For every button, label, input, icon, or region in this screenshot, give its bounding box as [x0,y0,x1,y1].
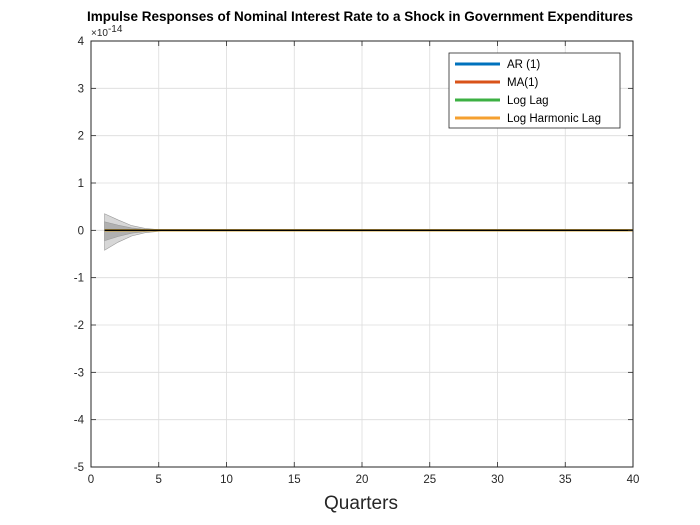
chart-title: Impulse Responses of Nominal Interest Ra… [87,9,633,24]
y-tick-label: -1 [74,273,84,285]
legend-items: AR (1) MA(1) Log Lag Log Harmonic Lag [455,59,601,125]
x-tick-label: 20 [356,474,369,486]
y-tick-label: 1 [78,178,84,190]
x-tick-label: 25 [423,474,436,486]
y-tick-label: -2 [74,320,84,332]
axis-ticks: 0 5 10 15 20 25 30 35 40 -5 -4 -3 -2 -1 0 1 2 3 4 [74,36,640,486]
legend-label: Log Harmonic Lag [507,113,601,125]
y-tick-label: -3 [74,367,84,379]
legend: AR (1) MA(1) Log Lag Log Harmonic Lag [448,52,621,129]
legend-label: AR (1) [507,59,540,71]
y-tick-label: -5 [74,462,84,474]
x-tick-label: 5 [156,474,162,486]
y-tick-label: -4 [74,415,85,427]
x-tick-label: 35 [559,474,572,486]
y-tick-label: 3 [78,83,84,95]
y-exponent-times: × [91,28,97,39]
x-tick-label: 10 [220,474,233,486]
x-axis-label: Quarters [324,493,398,514]
y-tick-label: 0 [78,225,84,237]
y-tick-label: 2 [78,131,84,143]
y-exponent-power: -14 [108,24,123,35]
x-tick-label: 15 [288,474,301,486]
y-tick-label: 4 [78,36,85,48]
legend-label: Log Lag [507,95,549,107]
y-exponent-label: ×10-14 [91,24,123,39]
legend-label: MA(1) [507,77,538,89]
x-tick-label: 40 [627,474,640,486]
y-exponent-base: 10 [97,28,109,39]
x-tick-label: 0 [88,474,94,486]
x-tick-label: 30 [491,474,504,486]
